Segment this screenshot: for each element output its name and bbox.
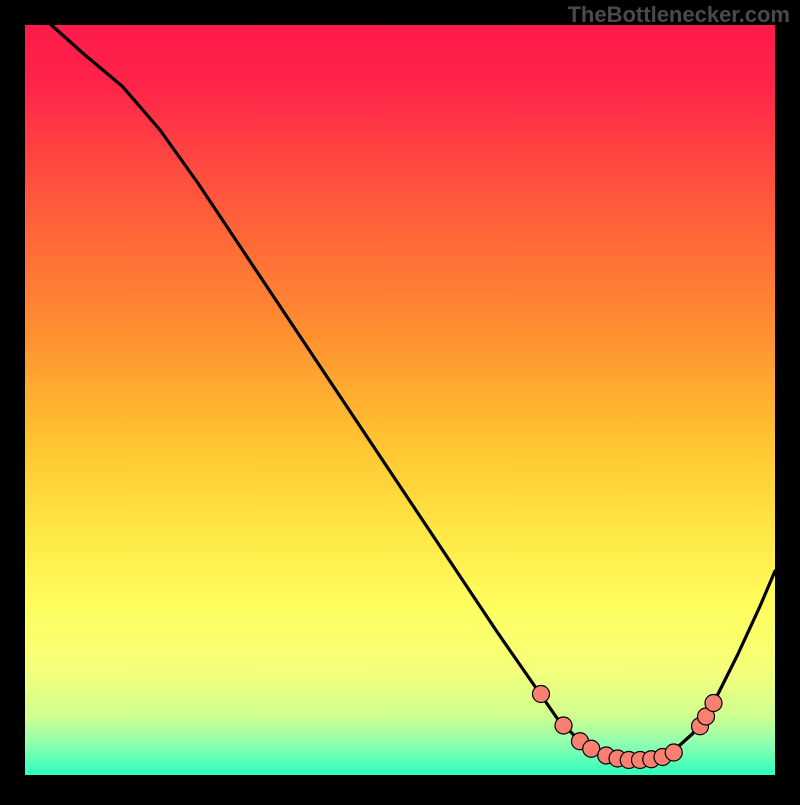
curve-marker xyxy=(533,686,550,703)
watermark-text: TheBottlenecker.com xyxy=(567,2,790,27)
curve-marker xyxy=(555,717,572,734)
chart-container: { "meta": { "watermark_text": "TheBottle… xyxy=(0,0,800,800)
curve-marker xyxy=(665,744,682,761)
plot-background-gradient xyxy=(25,25,775,775)
curve-marker xyxy=(705,695,722,712)
bottleneck-curve-chart: TheBottlenecker.com xyxy=(0,0,800,800)
